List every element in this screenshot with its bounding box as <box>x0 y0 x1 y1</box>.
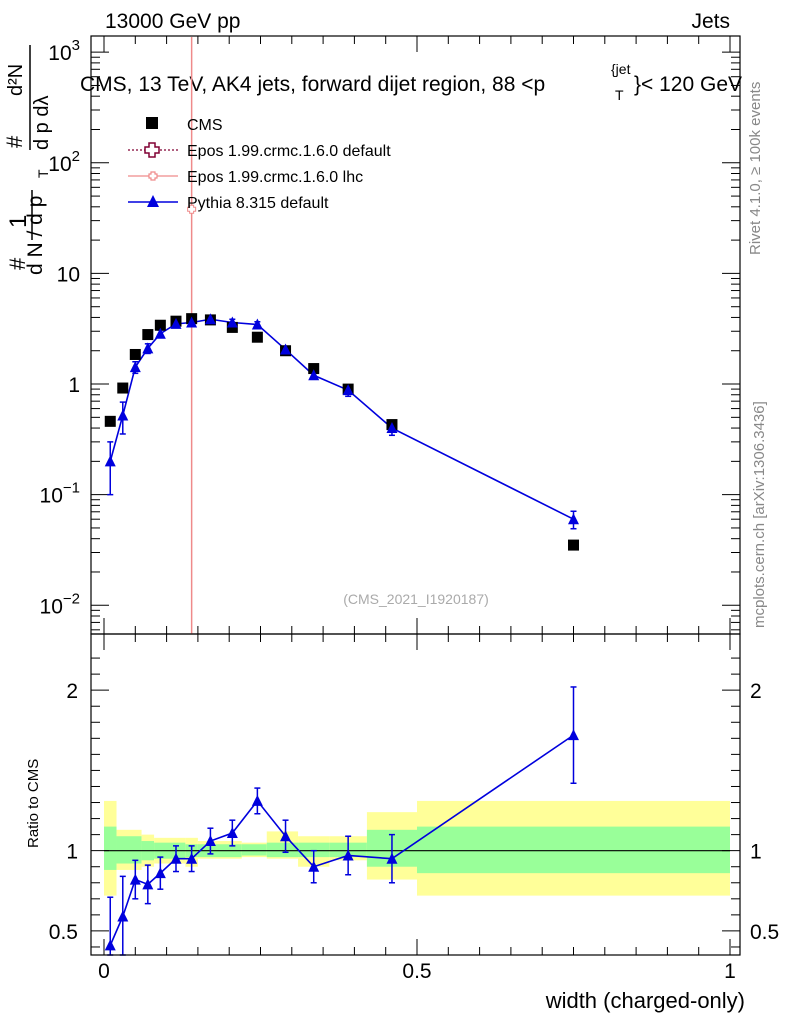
pythia-point <box>251 318 263 330</box>
pythia-point <box>308 369 320 381</box>
ratio-bands <box>104 800 730 896</box>
cms-point <box>104 415 116 427</box>
ylabel-t-sub: T <box>35 169 51 178</box>
ratio-pythia-point <box>308 860 320 872</box>
title-main: CMS, 13 TeV, AK4 jets, forward dijet reg… <box>80 73 545 96</box>
ratio-band-inner <box>116 836 142 864</box>
cms-point <box>308 363 320 375</box>
ylabel-d2n: d²N <box>5 64 27 96</box>
pythia-point <box>280 343 292 355</box>
ylabel-hash-1: # <box>5 257 30 270</box>
ratio-pythia-point <box>186 852 198 864</box>
cms-point <box>568 539 579 551</box>
pythia-point <box>386 422 398 434</box>
mcplots-label: mcplots.cern.ch [arXiv:1306.3436] <box>751 401 768 628</box>
pythia-point <box>170 317 182 329</box>
pythia-point <box>568 513 579 525</box>
main-marks <box>104 37 579 634</box>
ratio-pythia-point <box>170 852 182 864</box>
ratio-pythia-point <box>154 867 166 879</box>
ratio-pythia-point <box>280 830 292 842</box>
ylabel-dpt-dl: d p dλ <box>31 96 53 150</box>
pythia-point <box>226 316 238 328</box>
legend-epos-lhc-label: Epos 1.99.crmc.1.6.0 lhc <box>187 169 363 186</box>
rivet-version-label: Rivet 4.1.0, ≥ 100k events <box>747 82 764 255</box>
legend: CMS Epos 1.99.crmc.1.6.0 default Epos 1.… <box>128 117 391 212</box>
title-sub: T <box>615 87 624 103</box>
main-ylabel: # 1 d N / d p T # d²N d p dλ <box>2 45 53 275</box>
ratio-ticks: 0.5 0.5 1 1 2 2 <box>49 634 779 955</box>
ratio-y-tick-label-right: 0.5 <box>750 921 779 944</box>
x-axis-label: width (charged-only) <box>545 988 745 1013</box>
ratio-y-tick-label: 1 <box>66 841 78 864</box>
pythia-point <box>204 313 216 325</box>
ratio-band-inner <box>104 826 117 870</box>
x-tick-label: 0 <box>98 960 110 983</box>
x-tick-label: 1 <box>724 960 736 983</box>
ratio-band-inner <box>241 844 267 856</box>
main-ticks: 10−2 10−1 1 10 102 103 <box>40 36 740 634</box>
ratio-pythia-point <box>117 910 129 922</box>
ratio-pythia-point <box>568 729 579 741</box>
header-left: 13000 GeV pp <box>105 10 240 33</box>
ratio-y-tick-label: 2 <box>66 680 78 703</box>
pythia-point <box>117 409 129 421</box>
ylabel-hash-2: # <box>2 135 27 148</box>
legend-epos-default-label: Epos 1.99.crmc.1.6.0 default <box>187 143 391 160</box>
cms-point <box>154 319 166 331</box>
ratio-band-inner <box>417 826 730 874</box>
header-right: Jets <box>691 10 730 33</box>
legend-cms-marker <box>146 117 158 129</box>
ratio-panel: 0.5 0.5 1 1 2 2 Ratio to CMS <box>25 633 779 956</box>
title-sup: {jet <box>611 61 631 77</box>
pythia-point <box>154 327 166 339</box>
ratio-pythia-point <box>204 835 216 847</box>
ylabel-dn-dpt: d N / d p <box>24 196 47 275</box>
ratio-frame <box>90 633 741 956</box>
ratio-y-tick-label: 0.5 <box>49 921 78 944</box>
pythia-point <box>186 316 198 328</box>
main-title: CMS, 13 TeV, AK4 jets, forward dijet reg… <box>80 61 742 103</box>
cms-point <box>129 348 141 360</box>
ratio-pythia-point <box>342 849 354 861</box>
ratio-ylabel: Ratio to CMS <box>25 759 42 848</box>
legend-pythia-marker <box>147 195 159 207</box>
pythia-point <box>342 384 354 396</box>
ratio-band-inner <box>298 842 330 858</box>
ratio-pythia-point <box>104 939 116 951</box>
ratio-pythia-point <box>142 878 154 890</box>
legend-pythia-label: Pythia 8.315 default <box>187 195 329 212</box>
y-tick-label: 10−1 <box>40 480 80 508</box>
ylabel-one: 1 <box>5 215 32 228</box>
ratio-pythia-point <box>386 852 398 864</box>
legend-epos-lhc-marker <box>148 171 158 181</box>
ratio-pythia-point <box>226 827 238 839</box>
cms-point <box>117 382 129 394</box>
pythia-point <box>142 342 154 354</box>
pythia-point <box>129 361 141 373</box>
y-tick-label: 1 <box>68 374 80 397</box>
y-tick-label: 103 <box>48 37 80 65</box>
watermark: (CMS_2021_I1920187) <box>343 591 489 607</box>
x-ticklabels: 0 0.5 1 <box>98 960 736 983</box>
y-tick-label: 10 <box>57 263 80 286</box>
ratio-band-inner <box>266 842 299 858</box>
pythia-line <box>109 318 574 520</box>
y-tick-label: 102 <box>48 148 80 176</box>
legend-cms-label: CMS <box>187 117 223 134</box>
ratio-y-tick-label-right: 2 <box>750 680 762 703</box>
cms-point <box>251 331 263 343</box>
ratio-y-tick-label-right: 1 <box>750 841 762 864</box>
y-tick-label: 10−2 <box>40 590 80 618</box>
ratio-pythia-point <box>251 794 263 806</box>
main-panel: 10−2 10−1 1 10 102 103 (CMS_2021_I1920187) <box>40 35 741 635</box>
legend-epos-default-marker <box>144 142 160 158</box>
ratio-pythia-point <box>129 873 141 885</box>
title-tail: }< 120 GeV <box>634 73 742 96</box>
cms-point <box>142 329 154 341</box>
epos-lhc-point <box>187 204 197 214</box>
x-tick-label: 0.5 <box>402 960 431 983</box>
pythia-point <box>104 455 116 467</box>
